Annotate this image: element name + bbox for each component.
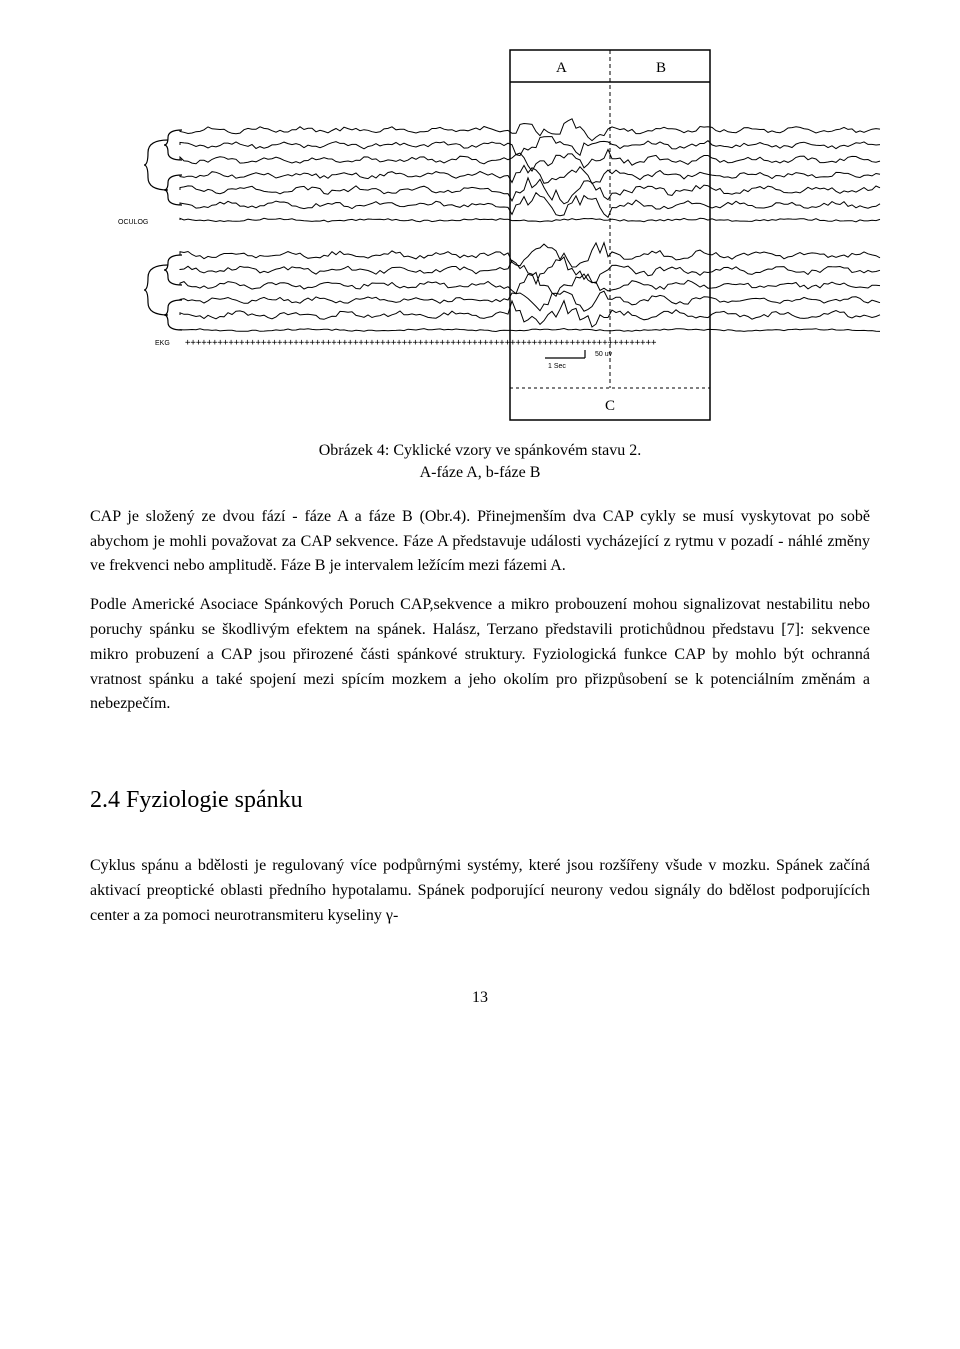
eeg-trace (180, 137, 880, 156)
eeg-trace (180, 291, 880, 311)
figure-caption: Obrázek 4: Cyklické vzory ve spánkovém s… (90, 440, 870, 485)
row-label-left: EKG (155, 340, 170, 347)
oculog-label: OCULOG (118, 219, 148, 226)
section-heading: 2.4 Fyziologie spánku (90, 787, 870, 814)
label-a: A (556, 60, 567, 76)
eeg-trace (180, 193, 880, 218)
channel-bracket (164, 255, 182, 285)
eeg-trace (180, 329, 880, 332)
channel-bracket (144, 140, 168, 190)
eeg-trace (180, 119, 880, 141)
page-number: 13 (90, 989, 870, 1007)
channel-bracket (144, 265, 168, 315)
eeg-trace (180, 218, 880, 222)
eeg-trace (180, 257, 880, 284)
eeg-svg: OCULOG ++++++++++++++++++++++++++++++++++… (90, 40, 910, 430)
eeg-figure: OCULOG ++++++++++++++++++++++++++++++++++… (90, 40, 870, 430)
paragraph-3: Cyklus spánu a bdělosti je regulovaný ví… (90, 854, 870, 928)
timing-marks: ++++++++++++++++++++++++++++++++++++++++… (185, 338, 657, 348)
scale-time-label: 1 Sec (548, 363, 566, 370)
eeg-trace (180, 150, 880, 172)
channel-bracket (164, 130, 182, 160)
caption-line-1: Obrázek 4: Cyklické vzory ve spánkovém s… (319, 442, 642, 459)
paragraph-1: CAP je složený ze dvou fází - fáze A a f… (90, 505, 870, 579)
label-b: B (656, 60, 666, 76)
caption-line-2: A-fáze A, b-fáze B (420, 464, 541, 481)
eeg-trace (180, 273, 880, 297)
eeg-trace (180, 178, 880, 204)
eeg-trace (180, 301, 880, 327)
eeg-trace (180, 243, 880, 267)
label-c: C (605, 398, 615, 414)
paragraph-2: Podle Americké Asociace Spánkových Poruc… (90, 593, 870, 717)
